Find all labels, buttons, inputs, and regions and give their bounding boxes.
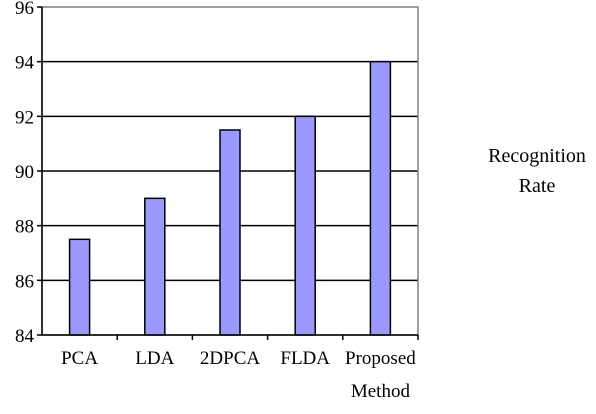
- x-axis-ticks: PCA LDA 2DPCA FLDA Proposed Method: [61, 335, 419, 402]
- y-tick-label: 90: [15, 162, 34, 183]
- x-tick-label: Proposed: [345, 348, 416, 369]
- x-tick-label: FLDA: [280, 348, 330, 369]
- legend-label-line-2: Rate: [519, 175, 556, 197]
- y-tick-label: 94: [15, 53, 35, 74]
- x-tick-label: PCA: [61, 348, 98, 369]
- bar: [369, 60, 392, 336]
- y-tick-label: 92: [15, 107, 34, 128]
- x-tick-label: 2DPCA: [200, 348, 260, 369]
- legend-label-line-1: Recognition: [488, 145, 586, 167]
- y-axis-ticks: 84 86 88 90 92 94 96: [15, 0, 42, 347]
- y-tick-label: 84: [15, 326, 35, 347]
- bar: [219, 129, 241, 336]
- bar: [294, 115, 316, 336]
- bars: [68, 60, 392, 336]
- bar: [68, 238, 91, 336]
- y-tick-label: 88: [15, 217, 34, 238]
- bar: [144, 197, 166, 336]
- y-tick-label: 96: [15, 0, 34, 19]
- y-tick-label: 86: [15, 271, 34, 292]
- x-tick-label: LDA: [135, 348, 174, 369]
- x-tick-label: Method: [351, 381, 411, 402]
